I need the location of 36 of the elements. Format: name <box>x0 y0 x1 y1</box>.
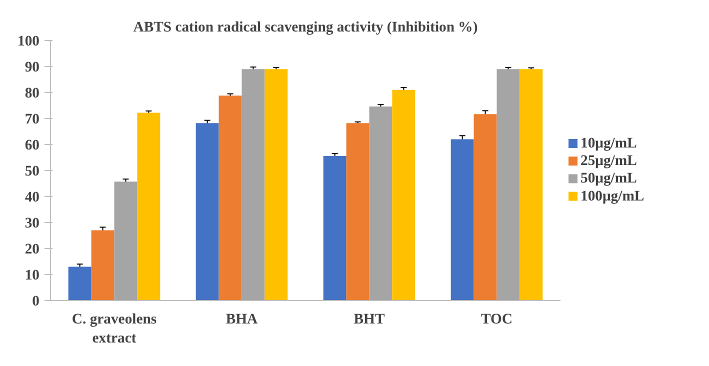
y-tick-label: 60 <box>24 138 40 154</box>
y-tick-label: 40 <box>24 190 40 206</box>
bar <box>218 96 242 300</box>
bar <box>520 69 543 300</box>
bar <box>196 123 219 300</box>
bar <box>114 182 138 300</box>
legend-label: 100μg/mL <box>580 188 644 204</box>
y-tick-label: 70 <box>24 112 40 128</box>
y-tick-label: 50 <box>24 164 40 180</box>
legend-label: 50μg/mL <box>580 170 638 187</box>
y-tick-label: 20 <box>24 242 40 258</box>
y-tick-label: 10 <box>24 268 40 284</box>
y-tick-label: 90 <box>24 60 40 76</box>
y-tick-label: 80 <box>24 86 40 102</box>
bar <box>137 112 160 300</box>
legend-label: 10μg/mL <box>580 135 638 152</box>
x-tick-label: BHA <box>226 312 258 328</box>
x-tick-label: TOC <box>481 312 512 328</box>
chart-title: ABTS cation radical scavenging activity (Inhibition %) <box>133 20 478 36</box>
y-tick-label: 100 <box>18 34 40 50</box>
bar <box>346 123 370 300</box>
bar <box>242 69 265 300</box>
bar <box>392 90 416 300</box>
bar <box>68 266 92 300</box>
bar <box>450 139 474 300</box>
bar <box>496 69 520 300</box>
bar <box>474 114 497 300</box>
bar <box>323 156 346 300</box>
bar <box>91 230 114 300</box>
bar <box>264 69 288 300</box>
y-tick-label: 0 <box>32 294 40 310</box>
bar <box>369 106 392 300</box>
x-tick-label: C. graveolens extract <box>72 312 157 347</box>
legend-label: 25μg/mL <box>580 153 638 170</box>
x-tick-label: BHT <box>354 312 385 328</box>
y-tick-label: 30 <box>24 216 40 232</box>
